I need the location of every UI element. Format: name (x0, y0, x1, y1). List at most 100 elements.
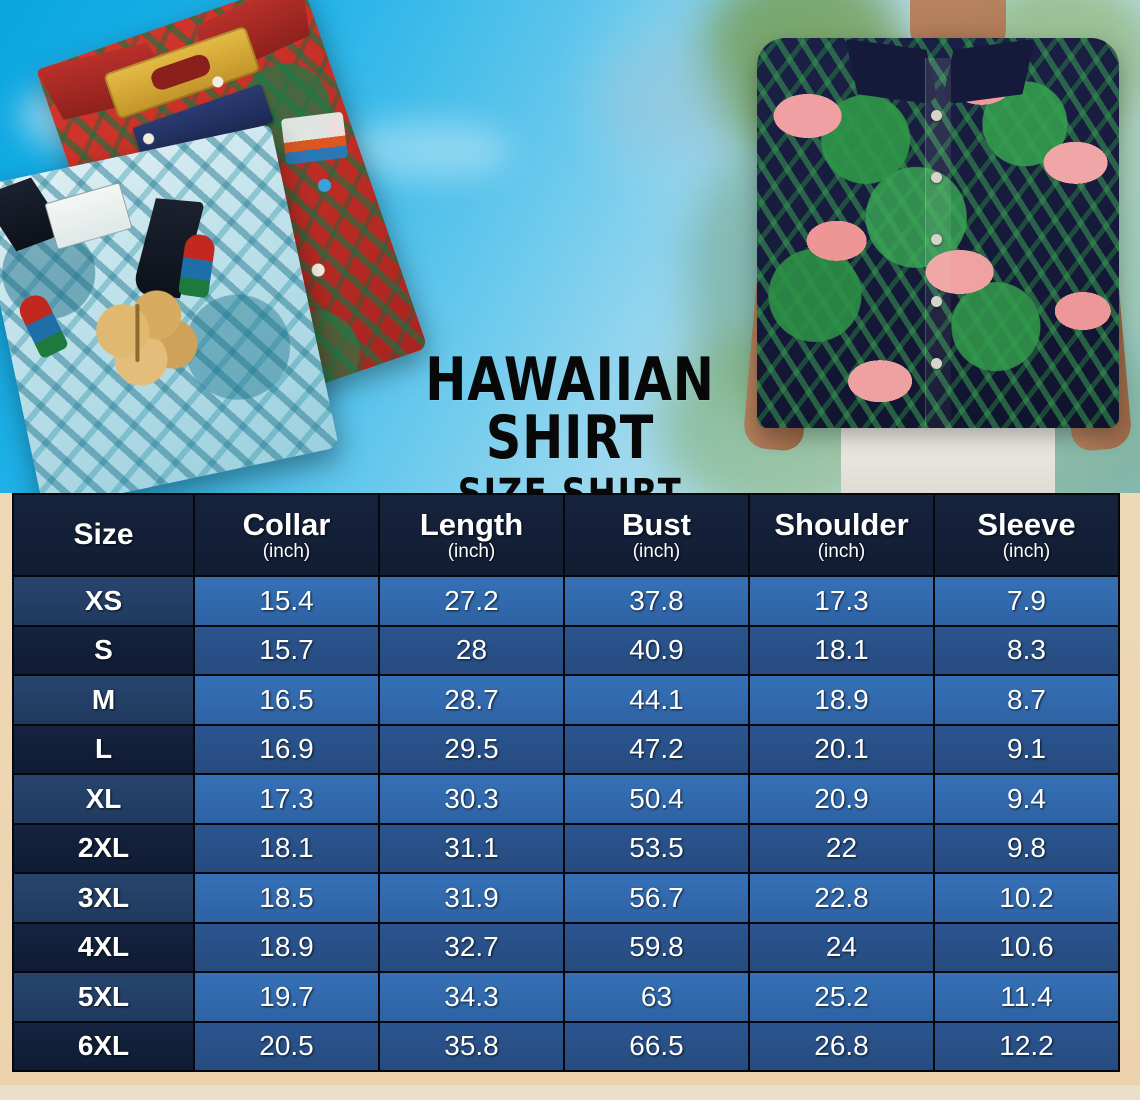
table-row: 6XL 20.5 35.8 66.5 26.8 12.2 (12, 1020, 1120, 1072)
foliage-bokeh (600, 40, 730, 160)
sleeve-cell: 7.9 (933, 575, 1120, 627)
shoulder-cell: 22 (748, 822, 935, 874)
size-cell: 2XL (12, 822, 195, 874)
table-row: 5XL 19.7 34.3 63 25.2 11.4 (12, 971, 1120, 1023)
size-cell: XL (12, 773, 195, 825)
red-shirt-collar-left (36, 42, 177, 120)
header-label-collar: Collar (242, 506, 331, 542)
column-header-collar: Collar (inch) (193, 493, 380, 577)
sleeve-cell: 10.6 (933, 921, 1120, 973)
shoulder-cell: 24 (748, 921, 935, 973)
header-row: Size Collar (inch) Length (inch) Bust (i… (12, 493, 1120, 577)
length-cell: 29.5 (378, 723, 565, 775)
red-shirt-logo-patch (280, 111, 349, 165)
hero-banner: M HAWAIIAN S (0, 0, 1140, 493)
column-header-length: Length (inch) (378, 493, 565, 577)
shoulder-cell: 20.9 (748, 773, 935, 825)
shoulder-cell: 17.3 (748, 575, 935, 627)
shoulder-cell: 18.1 (748, 624, 935, 676)
sleeve-cell: 8.3 (933, 624, 1120, 676)
sleeve-cell: 11.4 (933, 971, 1120, 1023)
header-unit-sleeve: (inch) (1002, 540, 1051, 562)
shirt-button (931, 110, 942, 121)
size-cell: M (12, 674, 195, 726)
header-label-shoulder: Shoulder (774, 506, 909, 542)
sleeve-cell: 10.2 (933, 872, 1120, 924)
header-unit-bust: (inch) (632, 540, 681, 562)
shoulder-cell: 20.1 (748, 723, 935, 775)
column-header-shoulder: Shoulder (inch) (748, 493, 935, 577)
sleeve-cell: 9.1 (933, 723, 1120, 775)
red-shirt-neck-band (103, 25, 261, 120)
table-row: XL 17.3 30.3 50.4 20.9 9.4 (12, 773, 1120, 825)
column-header-sleeve: Sleeve (inch) (933, 493, 1120, 577)
shirt-button (931, 358, 942, 369)
shirt-button (931, 172, 942, 183)
length-cell: 35.8 (378, 1020, 565, 1072)
parrot-motif (15, 290, 70, 360)
collar-cell: 16.9 (193, 723, 380, 775)
sleeve-cell: 8.7 (933, 674, 1120, 726)
model-hawaiian-shirt (757, 38, 1119, 428)
bust-cell: 37.8 (563, 575, 750, 627)
table-row: S 15.7 28 40.9 18.1 8.3 (12, 624, 1120, 676)
header-unit-collar: (inch) (262, 540, 311, 562)
size-chart-table: Size Collar (inch) Length (inch) Bust (i… (12, 493, 1120, 1072)
size-cell: 5XL (12, 971, 195, 1023)
folded-shirts-photo: M (0, 0, 428, 493)
size-cell: 3XL (12, 872, 195, 924)
collar-cell: 18.1 (193, 822, 380, 874)
bust-cell: 66.5 (563, 1020, 750, 1072)
size-cell: XS (12, 575, 195, 627)
collar-cell: 18.9 (193, 921, 380, 973)
size-cell: 4XL (12, 921, 195, 973)
length-cell: 31.1 (378, 822, 565, 874)
table-row: M 16.5 28.7 44.1 18.9 8.7 (12, 674, 1120, 726)
sleeve-cell: 9.4 (933, 773, 1120, 825)
header-label-length: Length (419, 506, 524, 542)
length-cell: 28.7 (378, 674, 565, 726)
bust-cell: 44.1 (563, 674, 750, 726)
size-chart-section: Size Collar (inch) Length (inch) Bust (i… (0, 493, 1140, 1085)
collar-cell: 19.7 (193, 971, 380, 1023)
table-row: L 16.9 29.5 47.2 20.1 9.1 (12, 723, 1120, 775)
bust-cell: 40.9 (563, 624, 750, 676)
length-cell: 32.7 (378, 921, 565, 973)
table-header: Size Collar (inch) Length (inch) Bust (i… (12, 493, 1120, 577)
size-cell: S (12, 624, 195, 676)
size-cell: L (12, 723, 195, 775)
shoulder-cell: 18.9 (748, 674, 935, 726)
collar-cell: 16.5 (193, 674, 380, 726)
collar-cell: 15.7 (193, 624, 380, 676)
table-row: 4XL 18.9 32.7 59.8 24 10.6 (12, 921, 1120, 973)
table-row: XS 15.4 27.2 37.8 17.3 7.9 (12, 575, 1120, 627)
header-unit-shoulder: (inch) (817, 540, 866, 562)
header-label-size: Size (73, 518, 134, 552)
bust-cell: 53.5 (563, 822, 750, 874)
column-header-bust: Bust (inch) (563, 493, 750, 577)
blue-shirt-pocket (44, 182, 133, 250)
model-photo (735, 0, 1140, 493)
length-cell: 34.3 (378, 971, 565, 1023)
shoulder-cell: 22.8 (748, 872, 935, 924)
table-row: 3XL 18.5 31.9 56.7 22.8 10.2 (12, 872, 1120, 924)
red-shirt-collar-right (196, 0, 310, 84)
column-header-size: Size (12, 493, 195, 577)
table-body: XS 15.4 27.2 37.8 17.3 7.9 S 15.7 28 40.9 18.1 8.3 M… (12, 575, 1120, 1072)
size-cell: 6XL (12, 1020, 195, 1072)
shirt-button (931, 234, 942, 245)
collar-cell: 20.5 (193, 1020, 380, 1072)
bust-cell: 47.2 (563, 723, 750, 775)
length-cell: 27.2 (378, 575, 565, 627)
collar-cell: 15.4 (193, 575, 380, 627)
length-cell: 31.9 (378, 872, 565, 924)
table-row: 2XL 18.1 31.1 53.5 22 9.8 (12, 822, 1120, 874)
bust-cell: 56.7 (563, 872, 750, 924)
collar-cell: 18.5 (193, 872, 380, 924)
header-label-sleeve: Sleeve (977, 506, 1076, 542)
sleeve-cell: 9.8 (933, 822, 1120, 874)
shoulder-cell: 25.2 (748, 971, 935, 1023)
length-cell: 28 (378, 624, 565, 676)
header-unit-length: (inch) (447, 540, 496, 562)
header-label-bust: Bust (622, 506, 691, 542)
